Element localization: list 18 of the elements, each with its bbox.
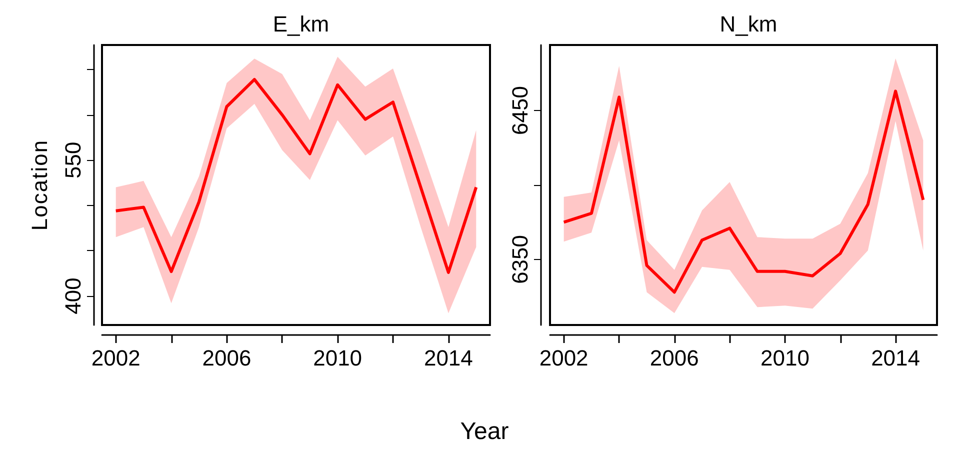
- y-tick-label: 550: [60, 142, 86, 178]
- x-tick-label: 2006: [650, 346, 699, 370]
- x-tick-label: 2006: [202, 346, 252, 370]
- x-tick-label: 2010: [760, 346, 810, 370]
- y-tick-label: 400: [60, 278, 86, 314]
- x-tick-label: 2002: [539, 346, 588, 370]
- line-series: [562, 90, 925, 294]
- y-axis-title: Location: [27, 139, 53, 231]
- chart-title: N_km: [720, 12, 778, 36]
- x-axis-title: Year: [459, 418, 510, 446]
- x-tick-label: 2014: [424, 346, 473, 370]
- x-tick-label: 2014: [871, 346, 920, 370]
- chart-title: E_km: [272, 12, 330, 36]
- y-tick-label: 6350: [508, 234, 532, 284]
- x-tick-label: 2002: [91, 346, 140, 370]
- line-series: [114, 78, 478, 274]
- x-tick-label: 2010: [313, 346, 362, 370]
- y-tick-label: 6450: [508, 86, 532, 136]
